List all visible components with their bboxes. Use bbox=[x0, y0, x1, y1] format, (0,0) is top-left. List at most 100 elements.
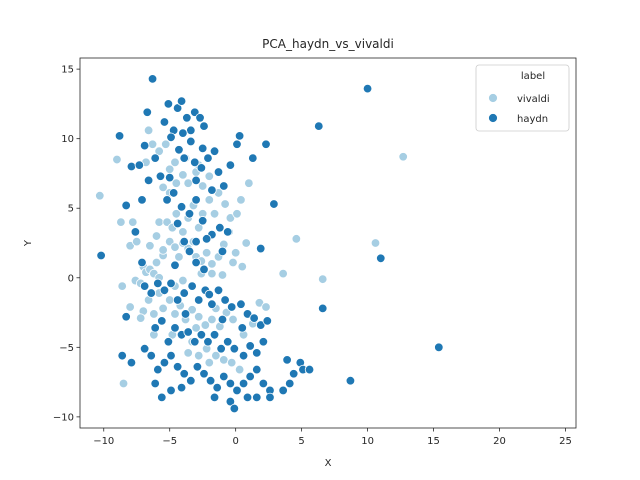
point-haydn-96 bbox=[205, 376, 216, 386]
point-haydn-116 bbox=[282, 355, 292, 365]
point-vivaldi-53 bbox=[236, 195, 246, 205]
point-vivaldi-18 bbox=[158, 245, 168, 255]
point-haydn-111 bbox=[229, 403, 240, 414]
point-haydn-117 bbox=[289, 369, 299, 379]
point-vivaldi-13 bbox=[151, 257, 162, 268]
point-haydn-48 bbox=[191, 257, 201, 268]
point-vivaldi-81 bbox=[187, 305, 197, 315]
point-haydn-149 bbox=[217, 246, 228, 257]
point-haydn-86 bbox=[139, 344, 150, 354]
x-axis-ticks: −10 −5 0 5 10 15 20 25 bbox=[93, 428, 572, 447]
legend-marker-haydn bbox=[488, 113, 498, 123]
point-haydn-139 bbox=[166, 132, 176, 142]
point-haydn-125 bbox=[318, 303, 328, 314]
point-haydn-30 bbox=[213, 167, 224, 177]
point-vivaldi-90 bbox=[183, 348, 193, 358]
point-haydn-2 bbox=[121, 200, 131, 211]
x-tick-label-25: 25 bbox=[559, 436, 572, 447]
point-haydn-28 bbox=[203, 153, 213, 163]
point-haydn-74 bbox=[183, 327, 193, 337]
point-vivaldi-48 bbox=[209, 209, 220, 219]
point-vivaldi-84 bbox=[207, 314, 217, 325]
point-haydn-60 bbox=[207, 299, 217, 309]
point-haydn-134 bbox=[256, 243, 266, 254]
point-haydn-78 bbox=[209, 330, 220, 340]
point-vivaldi-66 bbox=[161, 139, 171, 149]
point-vivaldi-41 bbox=[171, 209, 182, 219]
y-axis-ticks: −10 −5 0 5 10 15 bbox=[53, 65, 80, 423]
point-haydn-130 bbox=[130, 227, 141, 237]
point-haydn-101 bbox=[238, 378, 249, 389]
point-haydn-50 bbox=[139, 281, 150, 291]
point-haydn-58 bbox=[194, 295, 204, 305]
point-haydn-138 bbox=[180, 309, 191, 319]
point-haydn-133 bbox=[191, 236, 201, 247]
point-haydn-1 bbox=[114, 131, 125, 141]
point-vivaldi-109 bbox=[318, 274, 328, 284]
point-vivaldi-92 bbox=[194, 350, 204, 361]
point-vivaldi-97 bbox=[234, 364, 245, 375]
point-vivaldi-0 bbox=[95, 191, 105, 201]
point-vivaldi-111 bbox=[398, 152, 408, 162]
point-haydn-3 bbox=[126, 161, 137, 172]
point-haydn-110 bbox=[225, 396, 236, 407]
point-haydn-10 bbox=[142, 107, 152, 117]
point-haydn-80 bbox=[223, 337, 233, 347]
point-haydn-95 bbox=[199, 369, 209, 379]
point-haydn-17 bbox=[172, 103, 183, 113]
point-haydn-46 bbox=[179, 236, 189, 247]
point-vivaldi-50 bbox=[220, 199, 230, 209]
point-haydn-27 bbox=[196, 163, 207, 173]
point-haydn-123 bbox=[345, 376, 356, 386]
point-haydn-115 bbox=[150, 378, 160, 389]
x-tick-label-0: 0 bbox=[232, 436, 238, 447]
point-vivaldi-89 bbox=[261, 302, 271, 312]
legend: label vivaldi haydn bbox=[475, 64, 570, 132]
point-haydn-20 bbox=[186, 125, 196, 136]
point-haydn-120 bbox=[304, 364, 315, 375]
point-haydn-41 bbox=[191, 195, 201, 205]
point-vivaldi-108 bbox=[278, 268, 288, 279]
point-vivaldi-45 bbox=[194, 222, 204, 233]
point-haydn-54 bbox=[166, 278, 176, 289]
point-haydn-121 bbox=[285, 378, 295, 389]
point-vivaldi-88 bbox=[254, 298, 265, 308]
point-haydn-147 bbox=[172, 218, 183, 229]
point-haydn-39 bbox=[176, 202, 187, 212]
point-haydn-79 bbox=[216, 344, 226, 354]
y-tick-label-5: 5 bbox=[68, 204, 74, 215]
point-haydn-103 bbox=[252, 364, 262, 375]
point-haydn-82 bbox=[238, 350, 249, 361]
point-haydn-14 bbox=[159, 117, 170, 127]
point-vivaldi-110 bbox=[370, 238, 381, 248]
point-haydn-140 bbox=[178, 128, 188, 138]
point-haydn-90 bbox=[166, 350, 176, 361]
point-haydn-18 bbox=[176, 96, 187, 106]
point-vivaldi-68 bbox=[147, 139, 158, 149]
point-haydn-137 bbox=[217, 314, 228, 325]
point-vivaldi-60 bbox=[197, 181, 208, 191]
point-haydn-11 bbox=[147, 74, 158, 84]
point-vivaldi-21 bbox=[174, 252, 184, 262]
point-haydn-19 bbox=[182, 113, 192, 123]
point-haydn-93 bbox=[186, 376, 196, 386]
point-haydn-142 bbox=[197, 143, 208, 154]
legend-marker-vivaldi bbox=[488, 93, 498, 103]
point-vivaldi-20 bbox=[170, 242, 180, 252]
point-haydn-112 bbox=[242, 392, 253, 403]
point-haydn-102 bbox=[245, 371, 255, 382]
point-haydn-36 bbox=[261, 139, 271, 149]
point-vivaldi-70 bbox=[164, 164, 175, 174]
point-haydn-136 bbox=[237, 323, 247, 333]
point-haydn-126 bbox=[376, 253, 386, 263]
point-vivaldi-78 bbox=[170, 309, 180, 319]
point-vivaldi-103 bbox=[135, 313, 146, 323]
point-haydn-72 bbox=[170, 323, 180, 333]
point-vivaldi-51 bbox=[225, 213, 236, 223]
point-haydn-109 bbox=[209, 392, 220, 403]
point-haydn-49 bbox=[199, 264, 209, 275]
point-vivaldi-36 bbox=[207, 268, 217, 279]
point-haydn-132 bbox=[170, 260, 180, 270]
point-haydn-45 bbox=[223, 227, 233, 237]
